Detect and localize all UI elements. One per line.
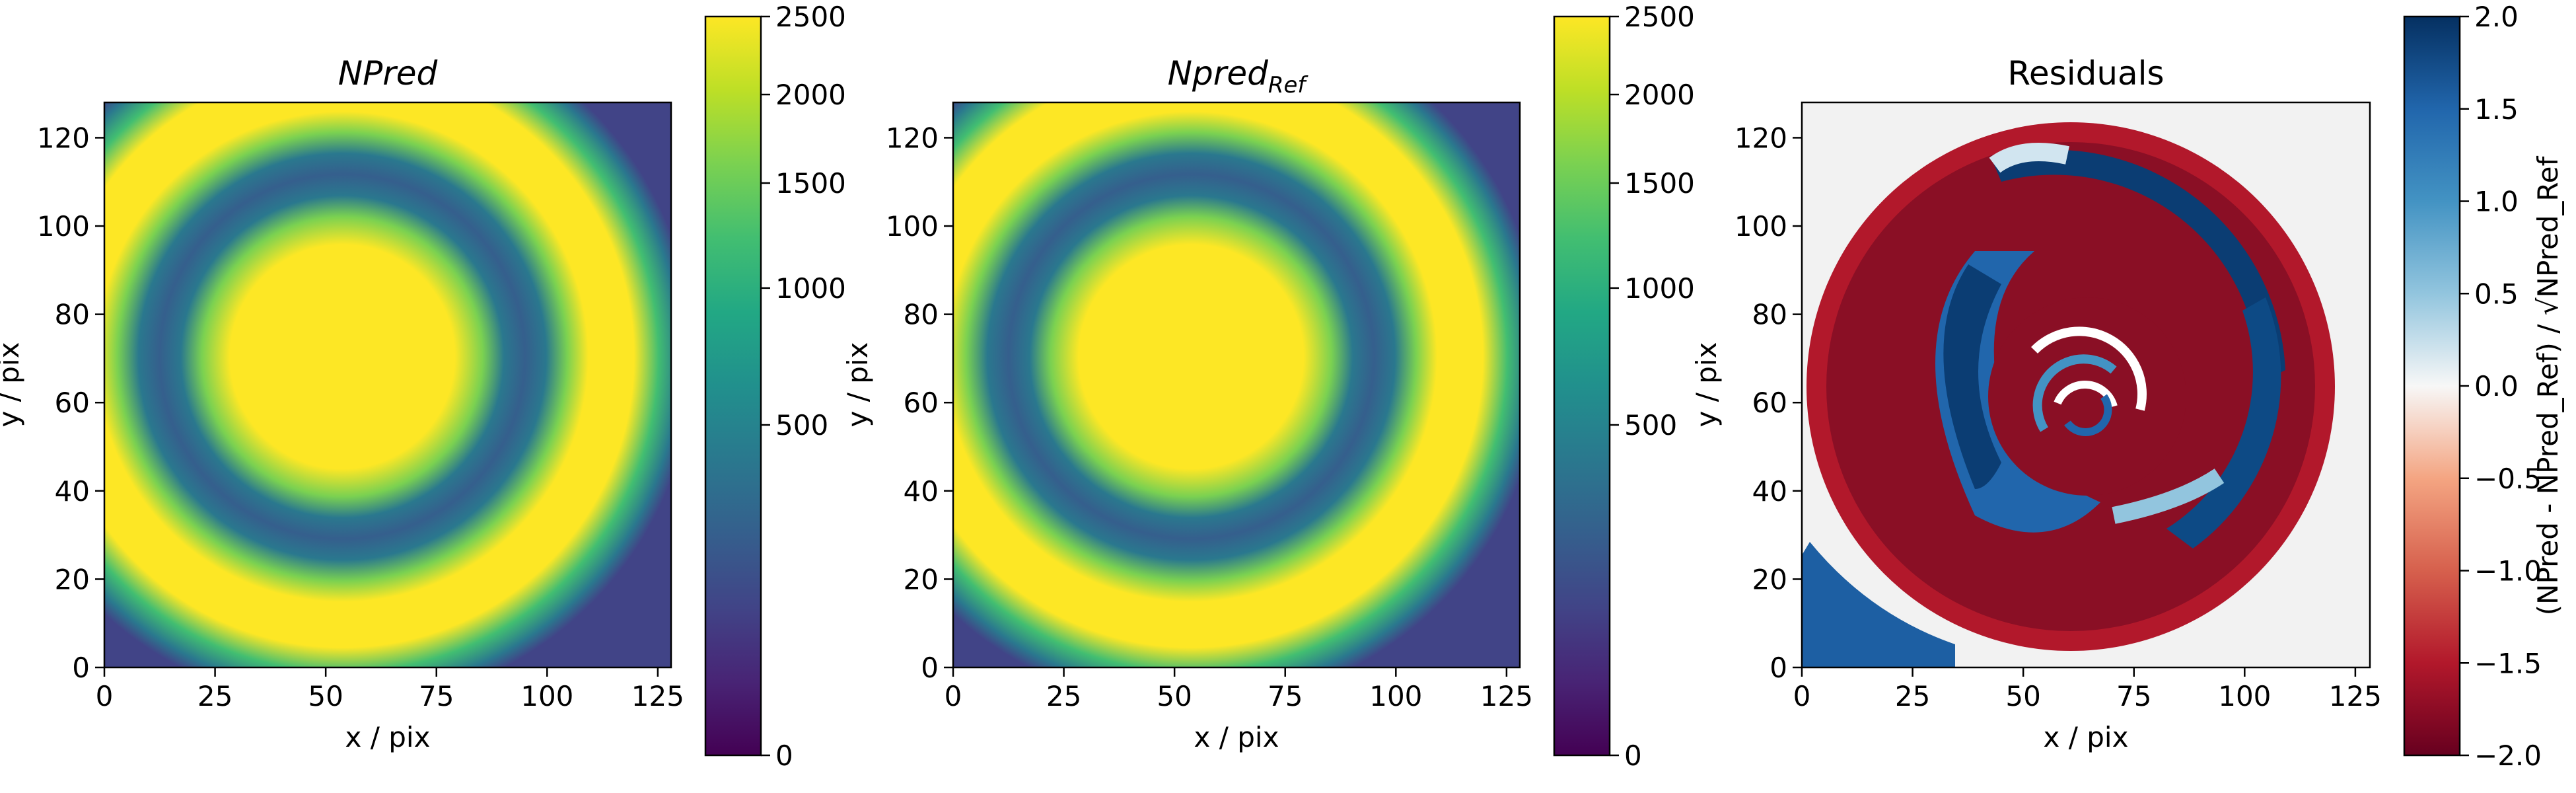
colorbar [704, 15, 762, 757]
plot-title: NpredRef [1168, 54, 1309, 98]
x-ticks: 0 25 50 75 100 125 [1793, 667, 2382, 712]
plot-frame [952, 101, 1521, 669]
panel-residuals: Residuals x / pix y / pix 0 25 50 75 100 125 … [1690, 1, 2564, 772]
colorbar-tick-label: 1.0 [2474, 186, 2519, 218]
plot-title: NPred [338, 54, 438, 93]
colorbar-tick-label: 2500 [775, 1, 846, 33]
x-tick-label: 0 [1793, 680, 1811, 712]
y-tick-label: 100 [1735, 210, 1787, 243]
colorbar-tick-label: 0.5 [2474, 278, 2519, 310]
x-tick-label: 50 [1157, 680, 1192, 712]
colorbar-tick-label: −1.0 [2474, 555, 2542, 587]
colorbar-tick-label: −2.0 [2474, 739, 2542, 772]
x-tick-label: 75 [2116, 680, 2151, 712]
y-tick-label: 80 [55, 299, 90, 331]
x-tick-label: 100 [520, 680, 573, 712]
colorbar-tick-label: 2000 [1624, 79, 1695, 111]
y-tick-label: 120 [886, 122, 939, 154]
colorbar-tick-label: 0 [1624, 739, 1642, 772]
y-tick-label: 0 [72, 652, 90, 684]
colorbar-tick-label: 2.0 [2474, 1, 2519, 33]
y-ticks: 0 20 40 60 80 100 120 [37, 122, 104, 684]
y-tick-label: 100 [37, 210, 90, 243]
y-tick-label: 40 [904, 475, 939, 508]
y-tick-label: 40 [55, 475, 90, 508]
y-tick-label: 0 [921, 652, 939, 684]
x-axis-label: x / pix [2044, 721, 2129, 753]
x-axis-label: x / pix [1194, 721, 1279, 753]
y-tick-label: 120 [37, 122, 90, 154]
y-tick-label: 120 [1735, 122, 1787, 154]
y-ticks: 0 20 40 60 80 100 120 [1735, 122, 1802, 684]
colorbar-tick-label: 500 [775, 409, 828, 441]
colorbar-tick-label: 0.0 [2474, 370, 2519, 402]
x-tick-label: 25 [197, 680, 233, 712]
y-tick-label: 60 [55, 387, 90, 419]
x-tick-label: 25 [1895, 680, 1930, 712]
x-tick-label: 0 [945, 680, 962, 712]
colorbar-ticks: 0 500 1000 1500 2000 2500 [761, 1, 846, 772]
y-tick-label: 60 [904, 387, 939, 419]
plot-title: Residuals [2007, 54, 2164, 93]
y-axis-label: y / pix [841, 342, 874, 428]
plot-frame [1801, 101, 2371, 669]
y-tick-label: 100 [886, 210, 939, 243]
colorbar-tick-label: −1.5 [2474, 647, 2542, 679]
y-tick-label: 20 [1752, 563, 1787, 595]
x-tick-label: 125 [1480, 680, 1533, 712]
title-main: Npred [1168, 54, 1268, 93]
x-ticks: 0 25 50 75 100 125 [96, 667, 684, 712]
y-tick-label: 20 [55, 563, 90, 595]
y-tick-label: 80 [1752, 299, 1787, 331]
x-axis-label: x / pix [345, 721, 431, 753]
colorbar-ticks: −2.0 −1.5 −1.0 −0.5 0.0 0.5 1.0 1.5 2.0 [2460, 1, 2542, 772]
y-ticks: 0 20 40 60 80 100 120 [886, 122, 953, 684]
x-tick-label: 50 [2005, 680, 2040, 712]
y-tick-label: 20 [904, 563, 939, 595]
colorbar-label: (NPred - NPred_Ref) / √NPred_Ref [2532, 155, 2564, 615]
x-tick-label: 75 [1268, 680, 1303, 712]
colorbar-tick-label: −0.5 [2474, 463, 2542, 495]
plot-frame [103, 101, 672, 669]
colorbar-tick-label: 0 [775, 739, 793, 772]
colorbar-tick-label: 2500 [1624, 1, 1695, 33]
heatmap-field [104, 102, 671, 667]
colorbar-tick-label: 1000 [775, 272, 846, 305]
y-tick-label: 0 [1770, 652, 1787, 684]
colorbar-tick-label: 1500 [775, 167, 846, 200]
colorbar [1553, 15, 1611, 757]
heatmap-field [953, 102, 1520, 667]
y-axis-label: y / pix [0, 342, 25, 428]
colorbar-tick-label: 2000 [775, 79, 846, 111]
x-tick-label: 50 [308, 680, 343, 712]
colorbar-tick-label: 500 [1624, 409, 1677, 441]
colorbar-tick-label: 1.5 [2474, 93, 2519, 126]
colorbar [2403, 15, 2461, 757]
x-tick-label: 0 [96, 680, 114, 712]
y-tick-label: 40 [1752, 475, 1787, 508]
x-tick-label: 125 [631, 680, 684, 712]
y-tick-label: 80 [904, 299, 939, 331]
x-ticks: 0 25 50 75 100 125 [945, 667, 1533, 712]
colorbar-tick-label: 1000 [1624, 272, 1695, 305]
panel-npred-ref: NpredRef x / pix y / pix 0 25 50 75 100 125 0… [841, 1, 1695, 772]
x-tick-label: 125 [2329, 680, 2382, 712]
colorbar-ticks: 0 500 1000 1500 2000 2500 [1610, 1, 1695, 772]
heatmap-image [1802, 102, 2370, 667]
x-tick-label: 75 [419, 680, 454, 712]
x-tick-label: 100 [1369, 680, 1422, 712]
y-axis-label: y / pix [1690, 342, 1723, 428]
x-tick-label: 25 [1046, 680, 1081, 712]
colorbar-tick-label: 1500 [1624, 167, 1695, 200]
panel-npred: NPred x / pix y / pix 0 25 50 75 100 125 0 20 4… [0, 1, 846, 772]
y-tick-label: 60 [1752, 387, 1787, 419]
title-subscript: Ref [1268, 72, 1309, 98]
x-tick-label: 100 [2218, 680, 2271, 712]
